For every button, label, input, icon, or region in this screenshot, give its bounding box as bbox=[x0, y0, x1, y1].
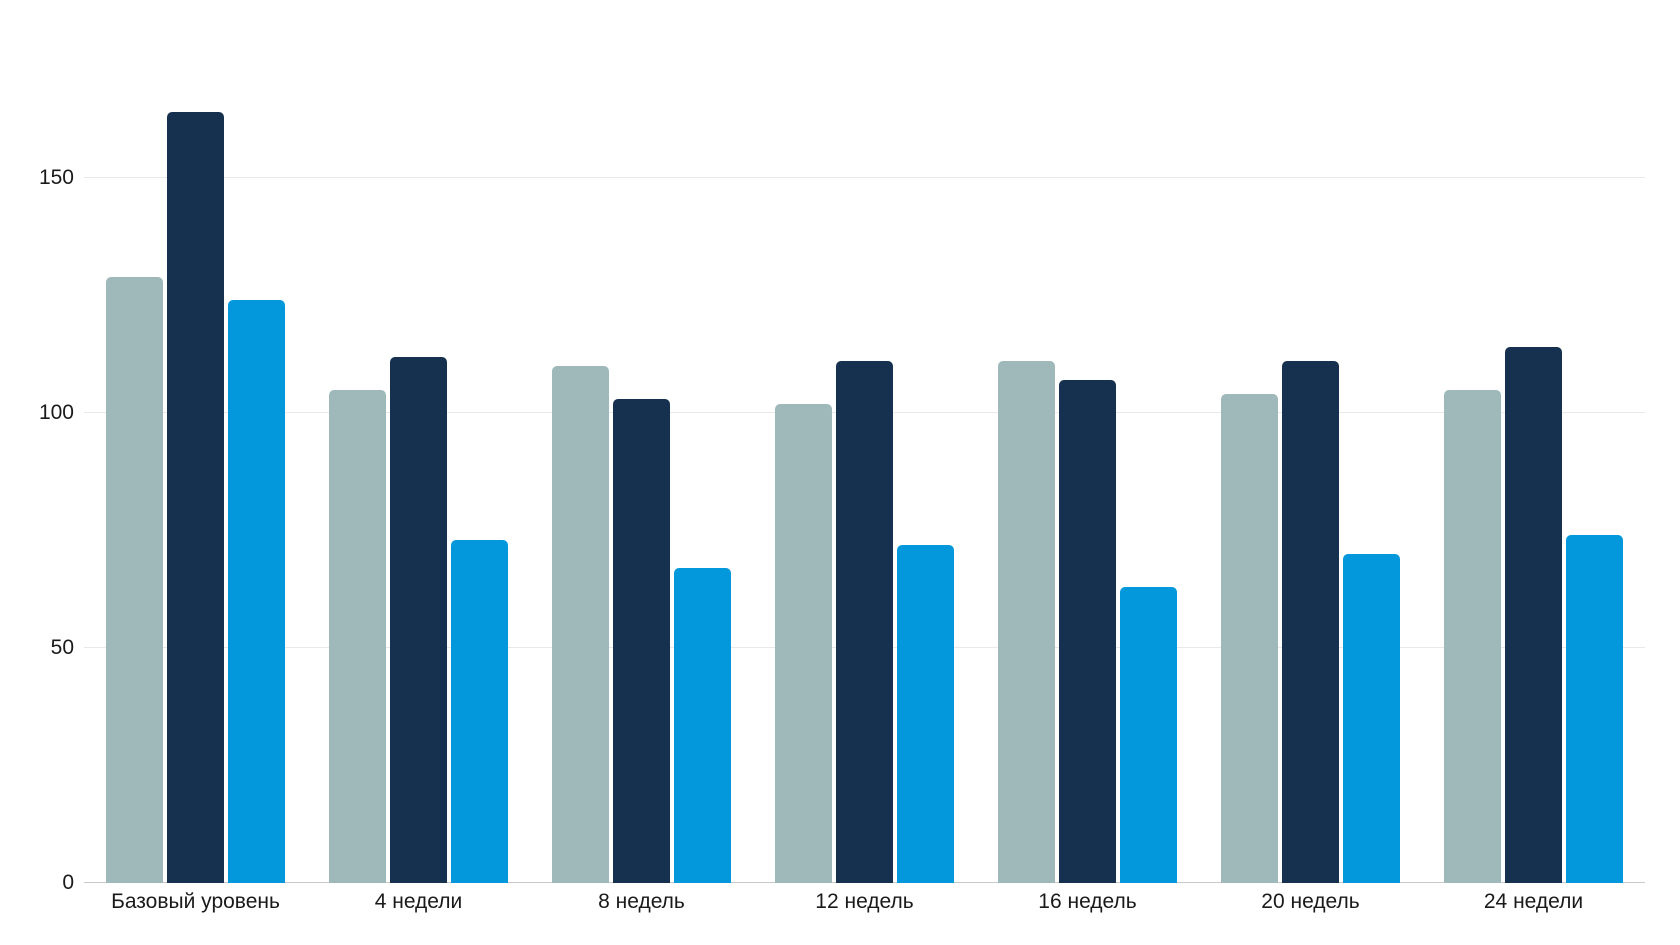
bar-group bbox=[753, 0, 976, 883]
x-axis: Базовый уровень 4 недели 8 недель 12 недель… bbox=[84, 890, 1645, 914]
dark-navy-series-bar bbox=[1505, 347, 1562, 883]
y-tick-label: 150 bbox=[38, 166, 74, 189]
bar-group bbox=[530, 0, 753, 883]
dark-navy-series-bar bbox=[1282, 361, 1339, 883]
bars-layer bbox=[84, 0, 1645, 883]
x-axis-label: 20 недель bbox=[1261, 890, 1360, 913]
grayish-teal-series-bar bbox=[1221, 394, 1278, 883]
grayish-teal-series-bar bbox=[106, 276, 163, 883]
x-axis-label: 4 недели bbox=[374, 890, 463, 913]
gridline bbox=[84, 177, 1645, 178]
bar-group bbox=[84, 0, 307, 883]
bar-group bbox=[1422, 0, 1645, 883]
bright-blue-series-bar bbox=[1343, 554, 1400, 883]
x-axis-label: 16 недель bbox=[1038, 890, 1137, 913]
bright-blue-series-bar bbox=[674, 568, 731, 883]
dark-navy-series-bar bbox=[613, 398, 670, 883]
grayish-teal-series-bar bbox=[329, 389, 386, 883]
dark-navy-series-bar bbox=[1059, 380, 1116, 883]
y-tick-label: 100 bbox=[38, 401, 74, 424]
grayish-teal-series-bar bbox=[552, 366, 609, 883]
grayish-teal-series-bar bbox=[998, 361, 1055, 883]
y-tick-label: 50 bbox=[50, 636, 74, 659]
y-tick-label: 0 bbox=[62, 871, 74, 894]
bright-blue-series-bar bbox=[897, 544, 954, 883]
x-axis-label: 8 недель bbox=[598, 890, 685, 913]
x-axis-label: 12 недель bbox=[815, 890, 914, 913]
bar-group bbox=[307, 0, 530, 883]
bright-blue-series-bar bbox=[451, 539, 508, 883]
bar-group bbox=[976, 0, 1199, 883]
bright-blue-series-bar bbox=[1566, 535, 1623, 883]
dark-navy-series-bar bbox=[167, 112, 224, 883]
bright-blue-series-bar bbox=[1120, 586, 1177, 883]
dark-navy-series-bar bbox=[390, 356, 447, 883]
grayish-teal-series-bar bbox=[1444, 389, 1501, 883]
bar-group bbox=[1199, 0, 1422, 883]
bright-blue-series-bar bbox=[228, 300, 285, 883]
x-axis-label: Базовый уровень bbox=[111, 890, 280, 913]
dark-navy-series-bar bbox=[836, 361, 893, 883]
grayish-teal-series-bar bbox=[775, 403, 832, 883]
x-axis-label: 24 недели bbox=[1483, 890, 1584, 913]
